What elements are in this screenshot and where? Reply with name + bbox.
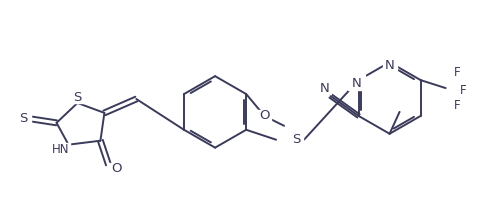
Text: N: N [320, 82, 330, 95]
Bar [16, 113, 30, 125]
Bar [319, 82, 331, 94]
Bar [289, 134, 303, 146]
Bar [350, 76, 364, 89]
Bar [257, 110, 271, 122]
Bar [382, 59, 396, 72]
Text: O: O [111, 162, 122, 175]
Bar [110, 163, 124, 174]
Text: S: S [73, 90, 82, 104]
Text: O: O [259, 109, 269, 122]
Text: N: N [385, 59, 394, 72]
Bar [348, 75, 366, 89]
Text: HN: HN [52, 143, 69, 156]
Text: S: S [19, 112, 28, 125]
Text: N: N [352, 77, 362, 90]
Text: F: F [454, 99, 461, 112]
Text: F: F [454, 66, 461, 79]
Bar [71, 91, 85, 103]
Text: S: S [292, 133, 300, 146]
Text: F: F [460, 84, 467, 97]
Bar [51, 143, 71, 155]
